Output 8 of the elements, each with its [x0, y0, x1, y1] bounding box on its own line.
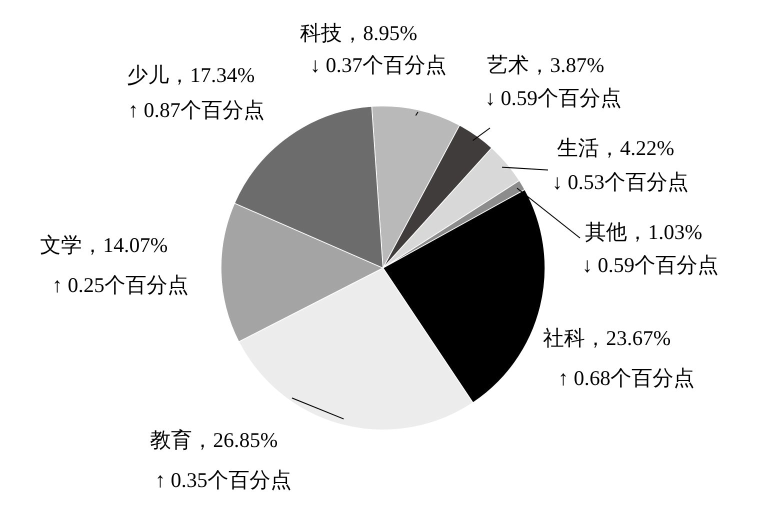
- text: ↑ 0.87个百分点: [128, 98, 264, 122]
- text: ↓ 0.37个百分点: [310, 53, 446, 77]
- text: ↓ 0.59个百分点: [485, 86, 622, 110]
- text: ↑ 0.68个百分点: [558, 366, 694, 390]
- text: ↑ 0.25个百分点: [52, 273, 188, 297]
- text: ↑ 0.35个百分点: [155, 468, 292, 492]
- text: ↓ 0.59个百分点: [582, 253, 718, 277]
- text: ↓ 0.53个百分点: [552, 170, 688, 194]
